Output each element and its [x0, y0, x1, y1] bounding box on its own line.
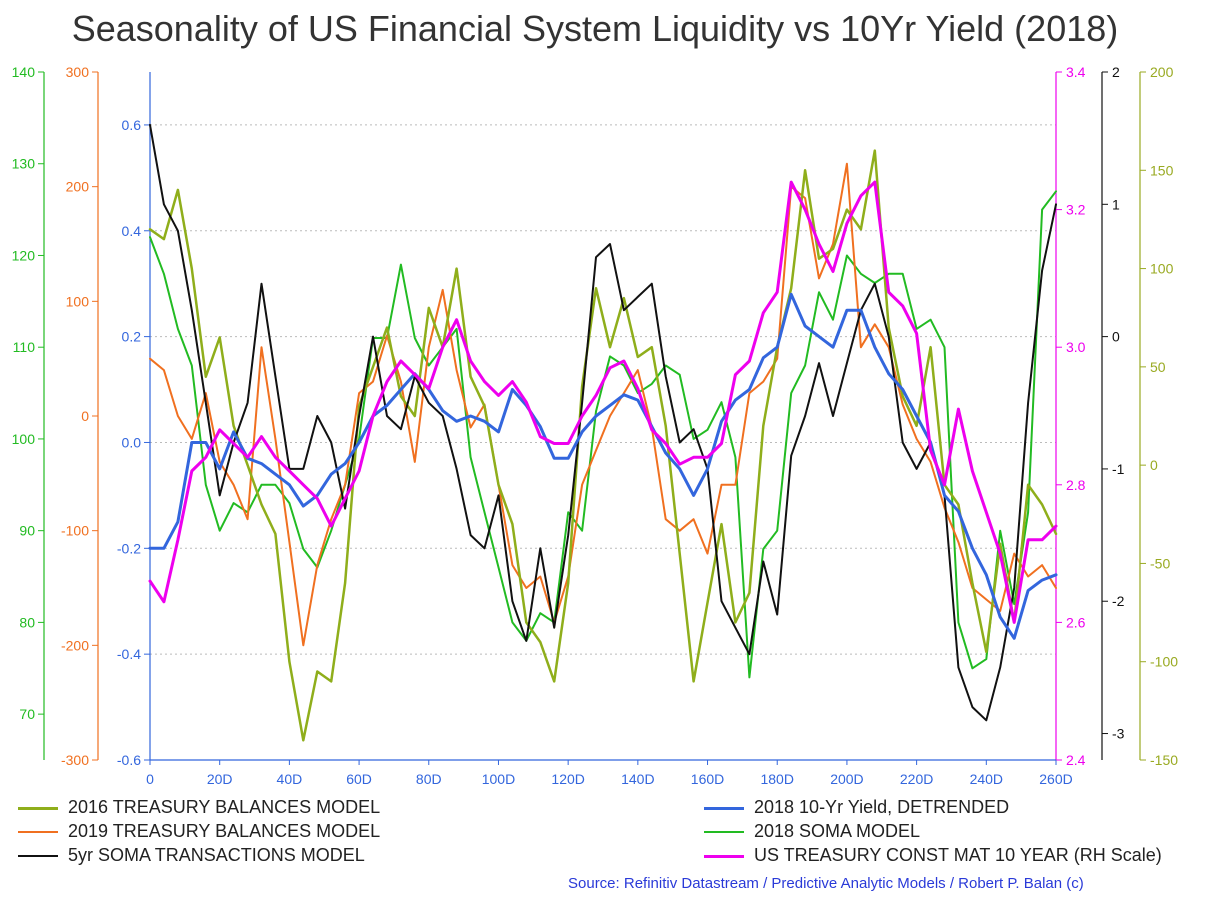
legend-swatch — [18, 807, 58, 810]
x-tick-label: 40D — [277, 771, 303, 787]
ax_orange-tick-label: -200 — [61, 637, 89, 653]
series-line-3 — [148, 292, 1058, 640]
ax_orange-tick-label: 0 — [81, 408, 89, 424]
x-tick-label: 120D — [551, 771, 584, 787]
legend-item: 5yr SOMA TRANSACTIONS MODEL — [18, 843, 365, 867]
chart-title: Seasonality of US Financial System Liqui… — [71, 8, 1119, 49]
series-line-2 — [149, 123, 1057, 722]
x-tick-label: 80D — [416, 771, 442, 787]
ax_orange-tick-label: -100 — [61, 523, 89, 539]
legend-label: 2018 SOMA MODEL — [754, 821, 921, 841]
x-tick-label: 240D — [970, 771, 1003, 787]
ax_orange-tick-label: 300 — [66, 64, 90, 80]
series-line-1 — [149, 162, 1057, 647]
x-tick-label: 0 — [146, 771, 154, 787]
ax_magenta-tick-label: 3.4 — [1066, 64, 1086, 80]
legend-label: 2016 TREASURY BALANCES MODEL — [68, 797, 381, 817]
x-tick-label: 220D — [900, 771, 933, 787]
ax_blue-tick-label: 0.2 — [122, 329, 142, 345]
legend-label: 2019 TREASURY BALANCES MODEL — [68, 821, 381, 841]
x-tick-label: 140D — [621, 771, 654, 787]
legend-label: 2018 10-Yr Yield, DETRENDED — [754, 797, 1010, 817]
ax_olive-tick-label: 0 — [1150, 457, 1158, 473]
x-tick-label: 20D — [207, 771, 233, 787]
legend-swatch — [704, 806, 744, 810]
legend-item: 2018 10-Yr Yield, DETRENDED — [704, 795, 1009, 819]
ax_green-tick-label: 130 — [12, 156, 36, 172]
legend-swatch — [704, 831, 744, 834]
legend-swatch — [18, 855, 58, 858]
x-tick-label: 260D — [1039, 771, 1072, 787]
ax_orange-tick-label: 100 — [66, 293, 90, 309]
legend-item: 2016 TREASURY BALANCES MODEL — [18, 795, 380, 819]
legend-item: 2019 TREASURY BALANCES MODEL — [18, 819, 380, 843]
ax_olive-tick-label: 150 — [1150, 162, 1174, 178]
ax_green-tick-label: 120 — [12, 247, 36, 263]
ax_magenta-tick-label: 2.8 — [1066, 477, 1086, 493]
ax_blue-tick-label: 0.4 — [122, 223, 142, 239]
ax_magenta-tick-label: 3.0 — [1066, 339, 1086, 355]
ax_olive-tick-label: 100 — [1150, 261, 1174, 277]
ax_blue-tick-label: 0.0 — [122, 434, 142, 450]
ax_green-tick-label: 140 — [12, 64, 36, 80]
ax_olive-tick-label: -150 — [1150, 752, 1178, 768]
ax_black-tick-label: 1 — [1112, 196, 1120, 212]
ax_green-tick-label: 100 — [12, 431, 36, 447]
source-text: Source: Refinitiv Datastream / Predictiv… — [568, 875, 1084, 892]
ax_magenta-tick-label: 2.6 — [1066, 614, 1086, 630]
ax_orange-tick-label: -300 — [61, 752, 89, 768]
x-tick-label: 180D — [760, 771, 793, 787]
ax_blue-tick-label: 0.6 — [122, 117, 142, 133]
ax_magenta-tick-label: 2.4 — [1066, 752, 1086, 768]
ax_blue-tick-label: -0.4 — [117, 646, 141, 662]
ax_orange-tick-label: 200 — [66, 179, 90, 195]
ax_black-tick-label: -3 — [1112, 726, 1125, 742]
legend-swatch — [704, 854, 744, 858]
legend-label: 5yr SOMA TRANSACTIONS MODEL — [68, 845, 365, 865]
ax_blue-tick-label: -0.6 — [117, 752, 141, 768]
ax_olive-tick-label: 50 — [1150, 359, 1166, 375]
legend-item: 2018 SOMA MODEL — [704, 819, 920, 843]
x-tick-label: 60D — [346, 771, 372, 787]
ax_blue-tick-label: -0.2 — [117, 540, 141, 556]
ax_black-tick-label: 0 — [1112, 329, 1120, 345]
ax_olive-tick-label: 200 — [1150, 64, 1174, 80]
legend-label: US TREASURY CONST MAT 10 YEAR (RH Scale) — [754, 845, 1162, 865]
source-credit: Source: Refinitiv Datastream / Predictiv… — [568, 875, 1084, 892]
ax_black-tick-label: 2 — [1112, 64, 1120, 80]
ax_olive-tick-label: -50 — [1150, 555, 1170, 571]
ax_green-tick-label: 80 — [19, 614, 35, 630]
ax_olive-tick-label: -100 — [1150, 654, 1178, 670]
legend-item: US TREASURY CONST MAT 10 YEAR (RH Scale) — [704, 843, 1162, 867]
ax_green-tick-label: 70 — [19, 706, 35, 722]
ax_green-tick-label: 110 — [13, 339, 36, 355]
ax_green-tick-label: 90 — [19, 523, 35, 539]
legend-swatch — [18, 831, 58, 834]
x-tick-label: 100D — [482, 771, 515, 787]
series-line-5 — [148, 180, 1058, 624]
x-tick-label: 200D — [830, 771, 863, 787]
x-tick-label: 160D — [691, 771, 724, 787]
ax_black-tick-label: -2 — [1112, 593, 1125, 609]
series-line-0 — [148, 149, 1058, 742]
ax_black-tick-label: -1 — [1112, 461, 1125, 477]
ax_magenta-tick-label: 3.2 — [1066, 202, 1086, 218]
